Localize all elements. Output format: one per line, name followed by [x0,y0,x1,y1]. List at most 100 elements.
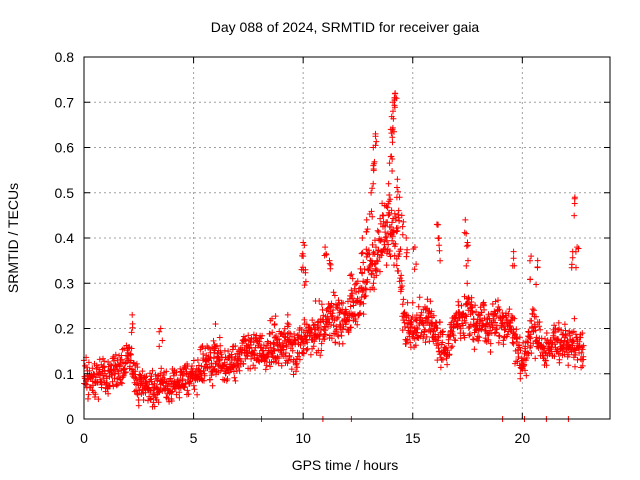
data-point [454,324,461,331]
data-point [352,316,359,322]
data-point [378,236,385,243]
data-point [571,212,578,219]
data-point [473,320,479,327]
data-point [395,207,402,214]
data-point [360,300,367,307]
data-point [527,276,534,283]
data-point [208,372,215,379]
x-tick-label: 5 [190,430,198,446]
data-point [101,358,108,365]
data-point [579,346,586,353]
data-point [321,252,328,259]
data-point [89,365,96,372]
data-point [329,312,336,319]
data-point [481,306,488,313]
data-point [479,322,486,329]
data-point [430,312,437,319]
data-point [135,402,142,409]
data-point [404,299,411,306]
plot-frame [83,56,611,420]
data-point [347,324,354,331]
data-point [140,397,147,403]
data-point [248,355,255,362]
data-point [561,321,568,328]
data-point [395,268,402,274]
data-point [159,337,166,344]
data-point [369,213,376,220]
data-point [463,313,470,320]
data-point [317,352,324,359]
data-point [322,331,329,338]
data-point [363,216,370,223]
data-point [463,243,470,250]
data-point [209,382,216,389]
data-point [248,335,255,342]
data-point [331,292,338,299]
data-point [345,329,352,336]
data-point [422,339,429,346]
data-point [385,241,392,248]
data-point [468,304,475,311]
y-tick-label: 0.4 [55,230,75,246]
data-point [168,398,175,404]
data-point [403,249,410,256]
data-point [531,307,537,314]
data-point [462,216,469,223]
data-point [499,314,506,321]
data-point [577,334,584,341]
data-point [148,373,155,380]
data-point [136,387,143,394]
data-point [537,326,544,333]
data-point [555,336,562,343]
data-point [555,319,562,326]
data-point [275,360,282,367]
data-point [275,355,282,362]
data-point [574,244,581,251]
data-point [288,366,295,373]
data-point [184,387,191,394]
data-point [271,321,278,327]
data-point [282,350,289,356]
data-point [96,356,103,363]
data-point [100,355,106,362]
data-point [392,241,399,247]
data-point [185,391,192,398]
data-point [391,94,398,101]
data-point [156,328,163,335]
data-point [568,261,575,268]
data-point [369,185,376,192]
data-point [413,261,420,268]
data-point [399,231,406,238]
data-point [284,336,291,343]
data-point [396,194,403,201]
data-point [485,336,492,343]
data-point [236,367,243,374]
x-tick-label: 10 [295,430,311,446]
data-point [232,343,239,349]
data-point [461,334,468,341]
data-point [412,342,419,349]
data-point [513,326,520,333]
data-point [176,394,183,401]
data-point [398,212,405,219]
data-point [307,351,314,358]
data-point [395,211,402,218]
data-point [398,272,405,279]
data-point [372,133,379,140]
data-point [374,258,381,265]
data-point [194,391,201,398]
data-point [468,294,475,301]
data-point [364,226,371,233]
data-point [327,261,334,268]
data-point [274,353,281,360]
data-point [398,286,405,293]
data-point [330,289,337,296]
data-point [524,349,531,356]
data-point [527,257,533,264]
data-point [250,339,257,346]
data-point [359,249,366,256]
data-point [534,257,541,264]
data-point [133,375,140,382]
data-point [134,364,141,371]
data-point [429,320,436,327]
